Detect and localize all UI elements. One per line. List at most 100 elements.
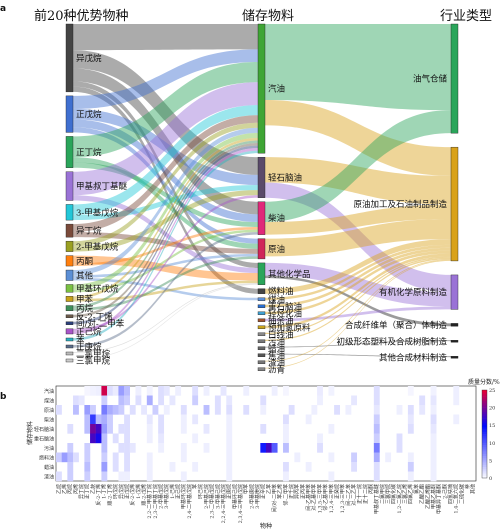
heatmap-cell	[226, 433, 233, 444]
heatmap-cell	[317, 433, 323, 444]
heatmap-cell	[430, 424, 437, 434]
heatmap-cell	[283, 424, 289, 434]
heatmap-cell	[112, 433, 119, 444]
heatmap-column-label: 正癸烷	[333, 484, 340, 499]
heatmap-column-label: 2,2,4-三甲基戊烷	[220, 484, 227, 523]
heatmap-column-label: 正戊烷	[123, 484, 130, 499]
sankey-node	[257, 367, 266, 371]
heatmap-column-label: 3-甲基庚烷	[254, 484, 261, 509]
heatmap-cell	[430, 414, 437, 425]
flow-link	[73, 162, 258, 228]
sankey-node-label: 重石脑油	[268, 301, 302, 312]
heatmap-cell	[317, 443, 323, 453]
heatmap-column-label: 2-甲基戊烷	[158, 484, 165, 509]
heatmap-cell	[407, 424, 414, 434]
heatmap-cell	[453, 395, 460, 406]
heatmap-column-label: 乙烯	[61, 484, 68, 494]
sankey-node	[450, 23, 459, 134]
heatmap-column-label: 间-二乙苯	[345, 484, 352, 506]
heatmap-cell	[385, 452, 392, 463]
heatmap-cell	[84, 462, 91, 472]
colorbar-segment	[482, 392, 487, 395]
heatmap-ylabel: 储存物料	[26, 421, 34, 445]
heatmap-cell	[158, 386, 165, 396]
heatmap-column-label: 2,4-二甲基戊烷	[186, 484, 193, 519]
heatmap-cell	[73, 405, 79, 415]
heatmap-cell	[90, 433, 96, 444]
heatmap-cell	[129, 443, 136, 453]
heatmap-column-label: 2,2-二甲基丁烷	[146, 484, 153, 519]
sankey-node-label: 二氯甲烷	[76, 348, 111, 359]
heatmap-cell	[294, 452, 301, 463]
heatmap-column-label: 1-丁烯	[101, 484, 108, 499]
sankey-node	[65, 351, 74, 356]
heatmap-column-label: 正壬烷	[288, 484, 295, 499]
panel-label-a: a	[0, 4, 7, 14]
heatmap-column-labels: 乙烷 乙烯 丙烷 丙烯 异丁烷 正丁烷 乙炔 反-2-丁烯 1-丁烯 顺-2-丁烯 环戊烷 异戊烷 正戊…	[55, 484, 476, 523]
heatmap-column-label: 1-己烯	[169, 484, 176, 499]
heatmap-column-label: 三氯乙烯	[402, 484, 409, 504]
flow-link	[73, 119, 258, 222]
heatmap-column-label: 四氢呋喃	[447, 484, 454, 504]
heatmap-cell	[124, 386, 130, 396]
flow-link	[73, 231, 258, 254]
heatmap-cell	[112, 452, 119, 463]
flow-link	[73, 190, 258, 252]
sankey-node-label: 抽余油	[268, 315, 294, 326]
heatmap-cell	[180, 452, 187, 463]
colorbar-segment	[482, 418, 487, 422]
heatmap-cell	[175, 386, 182, 396]
heatmap-column-label: 苯	[192, 484, 199, 489]
sankey-node-label: 煤油	[268, 294, 285, 305]
heatmap-cells	[56, 386, 460, 482]
heatmap-column-label: 邻-二甲苯	[282, 484, 289, 506]
colorbar-segment	[482, 394, 487, 397]
sankey-node-label: 原油	[268, 244, 285, 255]
heatmap-column-label: 异丙苯	[294, 484, 301, 499]
colorbar-tick: 20	[489, 406, 495, 412]
heatmap-cell	[84, 471, 91, 482]
heatmap-cell	[124, 424, 130, 434]
sankey-node	[65, 358, 74, 363]
flow-link	[73, 122, 258, 247]
heatmap-cell	[317, 395, 323, 406]
heatmap-cell	[407, 386, 414, 396]
sankey-links	[73, 24, 451, 369]
heatmap-cell	[334, 405, 340, 415]
heatmap-row-label: 柴油	[44, 416, 54, 423]
sankey-node-label: 其他	[76, 270, 94, 281]
sankey-node	[65, 314, 74, 318]
heatmap-cell	[407, 471, 414, 482]
heatmap-column-label: 2,3,4-三甲基戊烷	[237, 484, 244, 523]
heatmap-cell	[124, 395, 130, 406]
heatmap-column-label: 乙酸乙烯酯	[424, 484, 431, 509]
heatmap-column-label: 甲基叔丁基醚	[373, 484, 380, 514]
heatmap-cell	[158, 395, 165, 406]
colorbar-frame	[481, 389, 488, 479]
sankey-node-label: 2-甲基戊烷	[76, 241, 119, 252]
flow-link	[265, 157, 451, 205]
heatmap-cell	[95, 424, 102, 434]
flow-link	[265, 262, 451, 307]
heatmap-cell	[430, 395, 437, 406]
sankey-node	[450, 146, 459, 262]
heatmap-cell	[373, 462, 380, 472]
heatmap-cell	[328, 424, 335, 434]
heatmap-cell	[283, 414, 289, 425]
heatmap-column-label: 正己烷	[175, 484, 182, 499]
heatmap-column-label: 甲基环己烷	[231, 484, 238, 509]
colorbar-segment	[482, 409, 487, 413]
colorbar-tick: 25	[489, 388, 495, 394]
heatmap-column-label: 反-2-丁烯	[95, 484, 102, 506]
heatmap-cell	[107, 386, 113, 396]
heatmap-cell	[90, 424, 96, 434]
heatmap-cell	[146, 433, 153, 444]
heatmap-cell	[373, 386, 380, 396]
heatmap-column-label: 正十二烷	[362, 484, 369, 504]
heatmap-column-label: 环己烷	[197, 484, 204, 499]
colorbar-segment	[482, 429, 487, 433]
heatmap-cell	[101, 395, 108, 406]
flow-link	[265, 239, 451, 294]
sankey-node-label: 轻石脑油	[268, 172, 302, 183]
flow-link	[265, 260, 451, 369]
